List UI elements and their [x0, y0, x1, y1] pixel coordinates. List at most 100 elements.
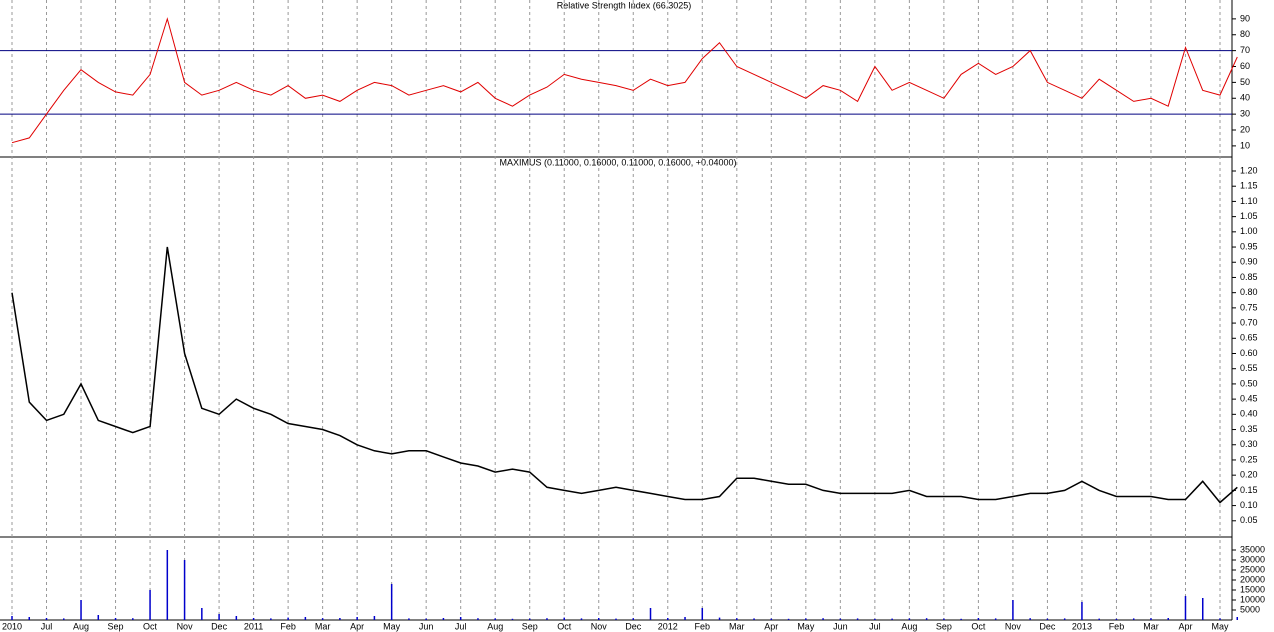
y-tick-label: 0.30: [1240, 439, 1258, 449]
x-tick-label: Dec: [625, 621, 642, 631]
x-tick-label: Jun: [833, 621, 848, 631]
volume-bar: [252, 618, 255, 620]
volume-bar: [1098, 618, 1100, 620]
x-tick-label: Apr: [350, 621, 364, 631]
x-tick-label: Feb: [280, 621, 296, 631]
volume-bar: [805, 618, 807, 620]
volume-bar: [442, 618, 445, 620]
volume-bar: [287, 617, 289, 620]
volume-bar: [1167, 618, 1169, 620]
y-tick-label: 10: [1240, 140, 1250, 150]
y-tick-label: 0.45: [1240, 394, 1258, 404]
volume-bar: [80, 600, 82, 620]
volume-bar: [563, 617, 565, 620]
volume-bar: [787, 618, 790, 620]
volume-bar: [63, 618, 65, 620]
y-tick-label: 1.10: [1240, 196, 1258, 206]
x-tick-label: May: [797, 621, 815, 631]
y-tick-label: 20: [1240, 124, 1250, 134]
y-tick-label: 1.00: [1240, 226, 1258, 236]
volume-bar: [1012, 600, 1014, 620]
volume-bar: [28, 617, 31, 620]
x-tick-label: Sep: [522, 621, 538, 631]
volume-bar: [770, 618, 773, 620]
volume-bar: [1132, 618, 1135, 620]
x-tick-label: Jul: [455, 621, 467, 631]
y-tick-label: 50: [1240, 77, 1250, 87]
x-tick-label: Jul: [41, 621, 53, 631]
x-tick-label: 2012: [658, 621, 678, 631]
volume-bar: [925, 618, 928, 620]
x-tick-label: Feb: [695, 621, 711, 631]
volume-bar: [1184, 596, 1187, 620]
x-tick-label: 2013: [1072, 621, 1092, 631]
volume-bar: [684, 617, 686, 620]
x-tick-label: Apr: [1178, 621, 1192, 631]
volume-bar: [943, 618, 945, 620]
y-tick-label: 40: [1240, 93, 1250, 103]
y-tick-label: 1.20: [1240, 165, 1258, 175]
volume-bar: [1081, 602, 1083, 620]
x-tick-label: Feb: [1109, 621, 1125, 631]
x-tick-label: Mar: [729, 621, 745, 631]
x-tick-label: Dec: [211, 621, 228, 631]
y-tick-label: 0.70: [1240, 317, 1258, 327]
y-tick-label: 30: [1240, 109, 1250, 119]
volume-bar: [1115, 618, 1118, 620]
x-tick-label: Oct: [557, 621, 572, 631]
volume-bar: [132, 618, 134, 620]
x-tick-label: Mar: [315, 621, 331, 631]
x-tick-label: 2011: [244, 621, 263, 631]
volume-bar: [201, 608, 203, 620]
volume-bar: [632, 618, 635, 620]
x-tick-label: Sep: [108, 621, 124, 631]
x-tick-label: Nov: [1005, 621, 1022, 631]
y-tick-label: 0.35: [1240, 424, 1258, 434]
volume-bar: [321, 618, 324, 620]
volume-bar: [908, 618, 911, 620]
volume-bar: [1201, 598, 1204, 620]
y-tick-label: 90: [1240, 13, 1250, 23]
y-tick-label: 0.10: [1240, 500, 1258, 510]
x-tick-label: Nov: [591, 621, 608, 631]
rsi-title: Relative Strength Index (66.3025): [557, 0, 692, 10]
series-line: [11, 246, 1238, 504]
y-tick-label: 0.75: [1240, 302, 1258, 312]
volume-bar: [649, 608, 652, 620]
volume-bar: [528, 618, 531, 620]
volume-bar: [546, 618, 548, 620]
y-tick-label: 0.65: [1240, 333, 1258, 343]
volume-bar: [425, 618, 427, 620]
volume-bar: [166, 550, 169, 620]
volume-bar: [390, 584, 393, 620]
y-tick-label: 5000: [1240, 604, 1260, 614]
volume-bar: [718, 617, 721, 620]
volume-bar: [149, 590, 151, 620]
volume-bar: [459, 617, 462, 620]
volume-bar: [304, 617, 307, 620]
volume-bar: [856, 618, 859, 620]
volume-bar: [597, 618, 600, 620]
x-tick-label: Aug: [73, 621, 89, 631]
volume-bar: [339, 618, 341, 620]
volume-bar: [667, 618, 669, 620]
y-tick-label: 0.40: [1240, 409, 1258, 419]
volume-bar: [11, 616, 13, 620]
volume-bar: [1236, 617, 1239, 620]
volume-bar: [235, 616, 238, 620]
x-tick-label: Jul: [869, 621, 881, 631]
y-tick-label: 60: [1240, 61, 1250, 71]
x-tick-label: May: [1211, 621, 1229, 631]
y-tick-label: 0.60: [1240, 348, 1258, 358]
volume-bar: [839, 618, 842, 620]
volume-bar: [753, 618, 755, 620]
volume-bar: [97, 615, 100, 620]
volume-bar: [701, 608, 704, 620]
y-tick-label: 0.05: [1240, 515, 1258, 525]
y-tick-label: 0.20: [1240, 470, 1258, 480]
y-tick-label: 0.25: [1240, 454, 1258, 464]
volume-bar: [977, 618, 980, 620]
y-tick-label: 0.90: [1240, 257, 1258, 267]
